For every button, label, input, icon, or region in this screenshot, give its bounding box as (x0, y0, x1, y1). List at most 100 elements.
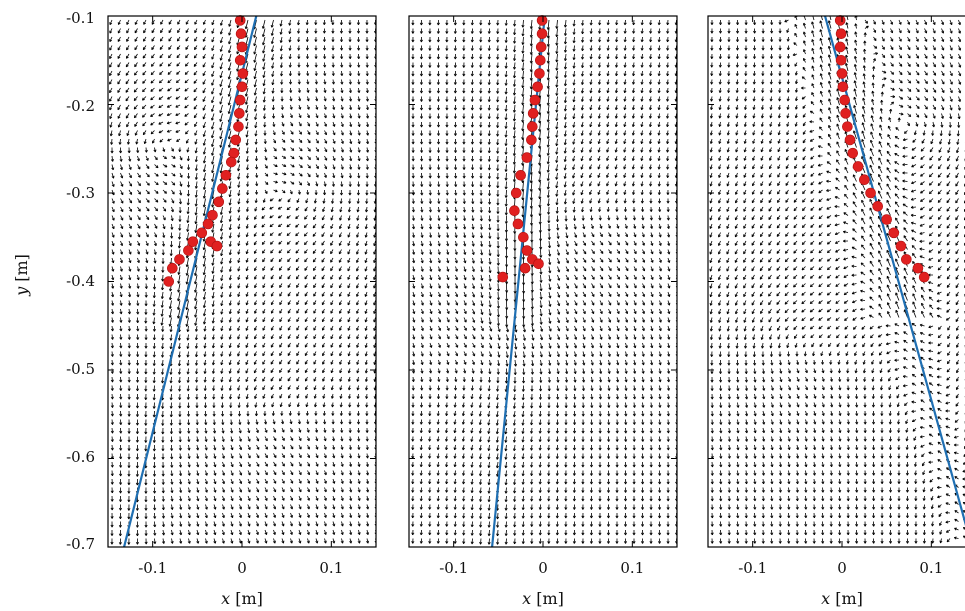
velocity-arrow (280, 36, 283, 43)
y-tick-label: -0.7 (66, 535, 95, 553)
velocity-arrow-head (109, 73, 112, 76)
velocity-arrow-head (159, 47, 163, 50)
velocity-arrow-head (297, 90, 301, 93)
velocity-arrow-head (126, 22, 130, 25)
velocity-arrow (211, 70, 215, 77)
velocity-arrow (202, 62, 206, 68)
velocity-arrow-head (193, 80, 197, 84)
velocity-arrow-head (150, 97, 154, 101)
velocity-arrow (142, 62, 147, 67)
velocity-arrow (133, 96, 138, 101)
particle (196, 227, 208, 239)
velocity-arrow-head (227, 111, 231, 114)
particle (236, 41, 248, 53)
velocity-arrow (262, 62, 266, 70)
velocity-arrow-head (219, 66, 223, 70)
velocity-arrow-head (142, 97, 145, 101)
particle (207, 209, 218, 221)
velocity-arrow-head (306, 98, 310, 102)
velocity-arrow-head (253, 35, 257, 38)
velocity-arrow-head (245, 110, 249, 113)
velocity-arrow-head (236, 25, 240, 29)
velocity-arrow (125, 96, 130, 102)
velocity-arrow (228, 28, 232, 36)
velocity-arrow (271, 70, 274, 77)
velocity-arrow (125, 87, 130, 93)
velocity-arrow-head (167, 96, 170, 100)
velocity-arrow-head (211, 74, 215, 77)
velocity-arrow-head (356, 39, 361, 42)
velocity-field (411, 19, 677, 545)
velocity-arrow-head (117, 81, 121, 85)
velocity-arrow-head (219, 31, 223, 35)
velocity-arrow-head (365, 90, 369, 94)
velocity-arrow (263, 104, 266, 111)
x-axis-label: x [m] (221, 589, 263, 608)
velocity-arrow-head (109, 56, 112, 59)
velocity-arrow-head (142, 64, 146, 67)
velocity-arrow-head (279, 65, 284, 68)
velocity-arrow-head (262, 99, 266, 103)
velocity-arrow-head (365, 64, 369, 68)
velocity-arrow (280, 19, 283, 27)
velocity-arrow-head (193, 89, 197, 93)
velocity-arrow-head (227, 85, 231, 89)
particle (228, 147, 240, 159)
velocity-arrow-head (322, 47, 327, 51)
velocity-arrow-head (202, 64, 206, 68)
velocity-arrow (150, 87, 155, 92)
velocity-arrow (220, 36, 223, 43)
velocity-arrow-head (151, 47, 155, 50)
velocity-arrow-head (314, 73, 318, 76)
velocity-arrow-head (253, 51, 257, 55)
velocity-arrow-head (133, 106, 137, 110)
velocity-arrow-head (125, 64, 129, 68)
velocity-arrow (280, 28, 283, 35)
velocity-arrow (211, 19, 215, 25)
velocity-arrow (220, 62, 223, 70)
velocity-arrow (126, 19, 130, 25)
velocity-arrow-head (176, 38, 180, 42)
velocity-arrow-head (348, 90, 352, 93)
velocity-arrow (263, 79, 266, 86)
velocity-arrow-head (305, 30, 309, 34)
velocity-arrow-head (219, 49, 223, 52)
velocity-arrow-head (227, 102, 231, 106)
x-tick-labels: -0.1 0 0.1 (138, 559, 343, 577)
velocity-arrow (142, 45, 147, 50)
velocity-arrow (109, 19, 113, 25)
velocity-arrow-head (117, 107, 121, 111)
particle (234, 108, 245, 119)
y-tick-label: -0.3 (66, 184, 95, 202)
velocity-arrow (134, 45, 138, 51)
velocity-arrow-head (331, 56, 335, 59)
velocity-arrow-head (340, 56, 344, 59)
velocity-arrow-head (185, 38, 189, 42)
velocity-arrow-head (133, 98, 137, 101)
velocity-arrow-head (142, 89, 146, 93)
velocity-arrow (109, 28, 113, 34)
velocity-arrow (118, 19, 121, 25)
velocity-arrow-head (323, 64, 327, 68)
velocity-arrow-head (211, 100, 214, 104)
velocity-arrow-head (194, 38, 197, 42)
velocity-arrow-head (167, 63, 171, 67)
velocity-arrow-head (253, 84, 257, 88)
velocity-arrow-head (348, 30, 352, 34)
velocity-arrow-head (236, 68, 240, 72)
velocity-arrow (117, 28, 121, 34)
velocity-arrow (253, 45, 257, 55)
velocity-arrow-head (117, 56, 121, 59)
velocity-arrow-head (117, 30, 121, 34)
velocity-arrow (202, 53, 206, 59)
velocity-arrow-head (150, 72, 154, 76)
velocity-arrow (202, 104, 206, 111)
velocity-arrow-head (262, 42, 266, 46)
velocity-arrow-head (185, 21, 189, 25)
velocity-arrow-head (288, 47, 292, 51)
velocity-arrow (228, 79, 232, 88)
velocity-arrow-head (262, 75, 266, 78)
velocity-arrow (211, 53, 215, 60)
velocity-arrow-head (167, 88, 171, 92)
velocity-arrow (211, 28, 215, 34)
